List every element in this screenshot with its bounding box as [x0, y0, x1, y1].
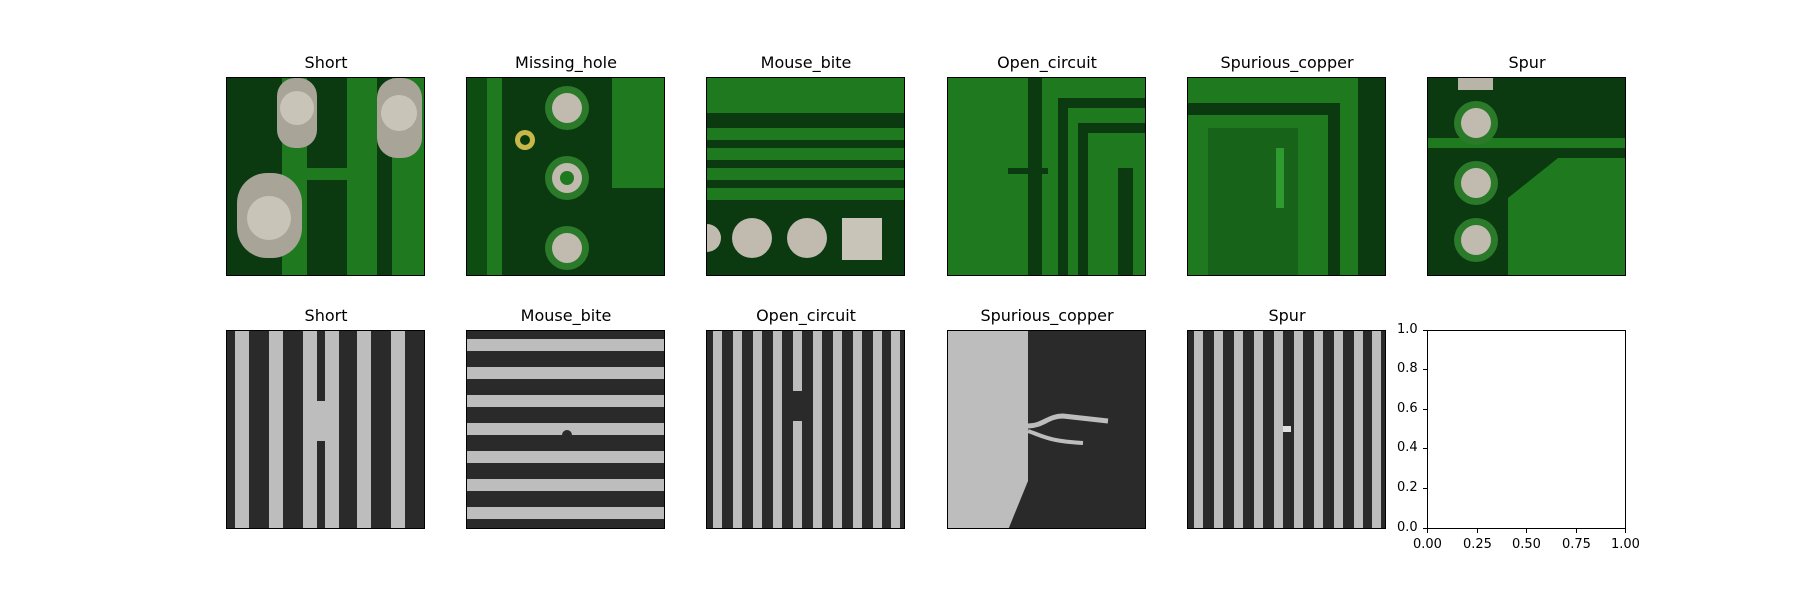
- pcb-image-spurious-copper: [1187, 77, 1386, 276]
- gray-image-spurious-copper: [947, 330, 1146, 529]
- xtick-label: 0.00: [1413, 537, 1442, 552]
- pcb-image-spur: [1427, 77, 1626, 276]
- ytick-label: 1.0: [1397, 322, 1418, 337]
- panel-title-short-2: Short: [304, 306, 348, 325]
- ytick-label: 0.0: [1397, 520, 1418, 535]
- panel-title-mouse-bite: Mouse_bite: [760, 53, 852, 72]
- xtick-mark: [1576, 529, 1577, 533]
- empty-axes: [1427, 330, 1626, 529]
- panel-title-spurious-copper: Spurious_copper: [1220, 53, 1354, 72]
- xtick-mark: [1526, 529, 1527, 533]
- ytick-mark: [1423, 528, 1427, 529]
- panel-title-missing-hole: Missing_hole: [515, 53, 617, 72]
- panel-title-open-circuit: Open_circuit: [997, 53, 1097, 72]
- xtick-mark: [1427, 529, 1428, 533]
- ytick-label: 0.8: [1397, 361, 1418, 376]
- xtick-label: 1.00: [1611, 537, 1640, 552]
- xtick-label: 0.75: [1562, 537, 1591, 552]
- panel-title-spur: Spur: [1508, 53, 1546, 72]
- ytick-mark: [1423, 369, 1427, 370]
- pcb-image-missing-hole: [466, 77, 665, 276]
- pcb-image-mouse-bite: [706, 77, 905, 276]
- ytick-label: 0.2: [1397, 480, 1418, 495]
- panel-title-open-circuit-2: Open_circuit: [756, 306, 856, 325]
- ytick-label: 0.6: [1397, 401, 1418, 416]
- gray-image-mouse-bite: [466, 330, 665, 529]
- ytick-mark: [1423, 488, 1427, 489]
- panel-title-mouse-bite-2: Mouse_bite: [520, 306, 612, 325]
- panel-title-spur-2: Spur: [1268, 306, 1306, 325]
- gray-image-spur: [1187, 330, 1386, 529]
- xtick-mark: [1477, 529, 1478, 533]
- ytick-mark: [1423, 409, 1427, 410]
- ytick-mark: [1423, 330, 1427, 331]
- panel-title-short: Short: [304, 53, 348, 72]
- xtick-label: 0.25: [1463, 537, 1492, 552]
- panel-title-spurious-copper-2: Spurious_copper: [980, 306, 1114, 325]
- pcb-image-open-circuit: [947, 77, 1146, 276]
- ytick-label: 0.4: [1397, 440, 1418, 455]
- ytick-mark: [1423, 448, 1427, 449]
- gray-image-short: [226, 330, 425, 529]
- xtick-label: 0.50: [1512, 537, 1541, 552]
- gray-image-open-circuit: [706, 330, 905, 529]
- pcb-image-short: [226, 77, 425, 276]
- xtick-mark: [1625, 529, 1626, 533]
